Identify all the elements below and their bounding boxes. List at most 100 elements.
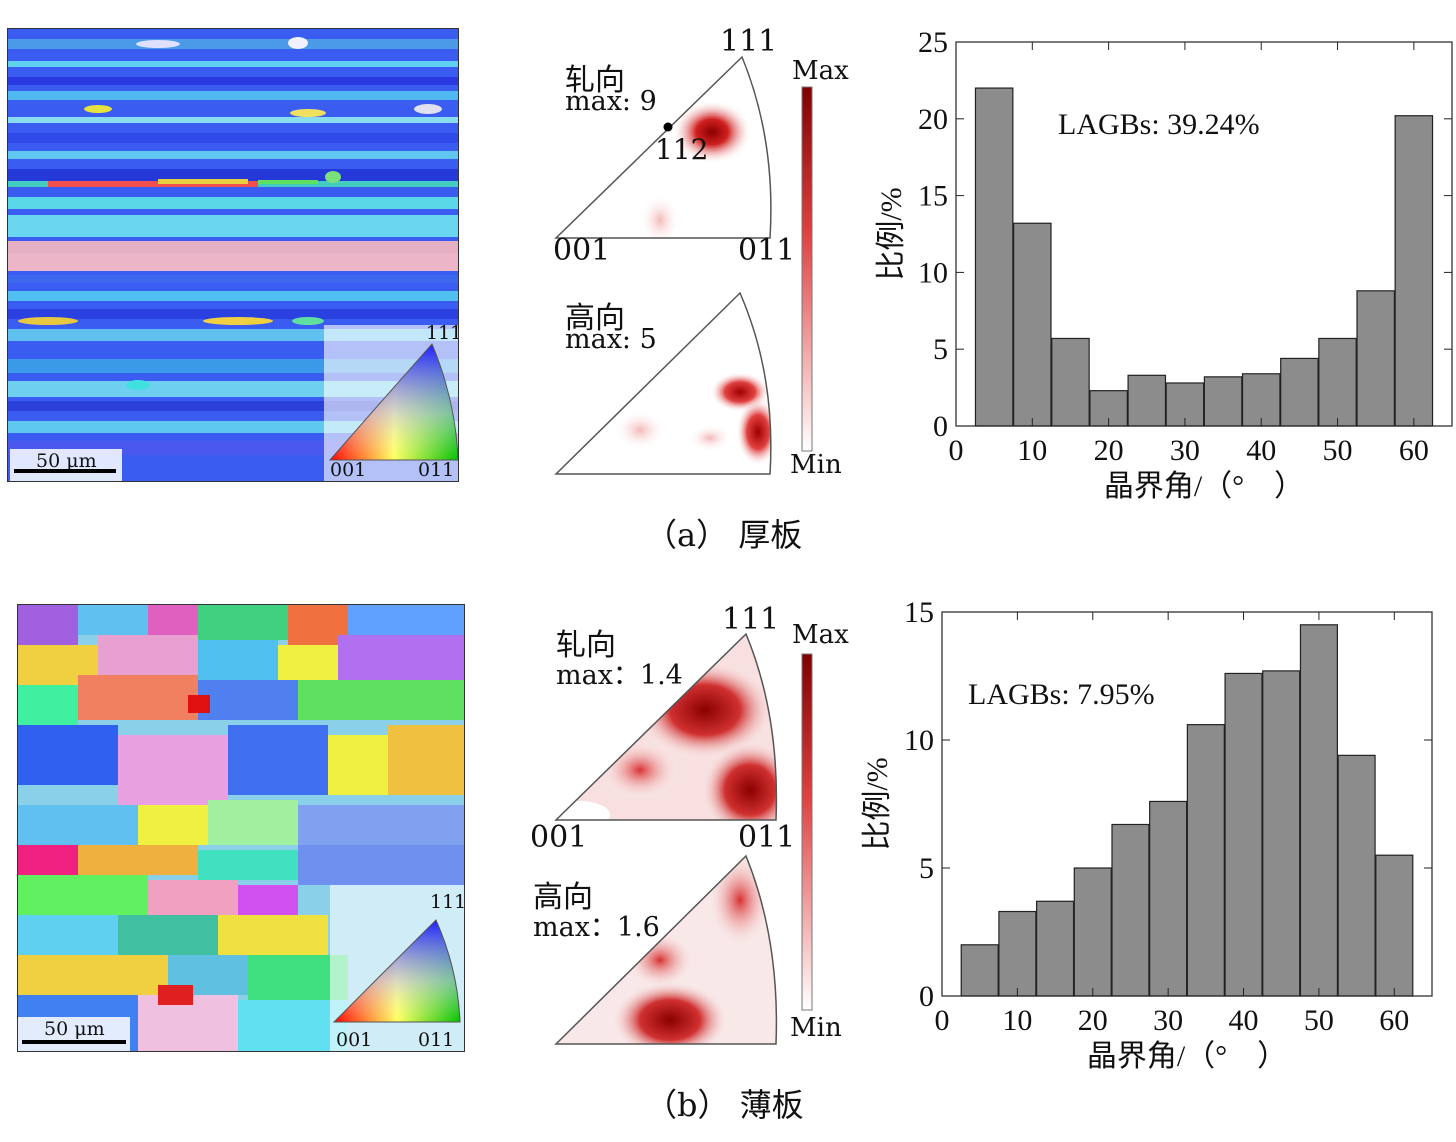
ipf-b-rd-max: max：1.4 <box>556 660 683 691</box>
y-tick-label: 15 <box>904 596 934 629</box>
y-axis-label: 比例/% <box>861 757 894 850</box>
x-tick-label: 10 <box>1002 1004 1032 1037</box>
x-axis-label: 晶界角/（° ） <box>1087 1040 1287 1070</box>
x-tick-label: 20 <box>1078 1004 1108 1037</box>
colorbar-a-min: Min <box>790 450 842 480</box>
scale-bar-label-b: 50 μm <box>44 1018 105 1040</box>
y-tick-label: 5 <box>933 333 948 366</box>
caption-b: （b） 薄板 <box>645 1086 804 1124</box>
ipf-triangle-rd-b <box>554 632 778 821</box>
colorbar-b-max: Max <box>792 620 849 650</box>
y-tick-label: 10 <box>918 256 948 289</box>
misorientation-histogram-thin: 0 10 20 30 40 50 60 0 5 10 15 晶界角/（° ） 比例/% LAGBs: 7.… <box>861 596 1433 1070</box>
key-label-111: 111 <box>426 322 459 344</box>
lagbs-annotation: LAGBs: 7.95% <box>968 678 1155 711</box>
colorbar-b <box>801 653 813 1011</box>
ipf-a-nd-title: 高向 <box>565 301 625 336</box>
x-tick-label: 50 <box>1304 1004 1334 1037</box>
key-label-011-b: 011 <box>418 1029 455 1051</box>
plot-frame <box>941 611 1433 997</box>
y-tick-label: 15 <box>918 180 948 213</box>
histogram-bar <box>1356 290 1395 427</box>
histogram-bar <box>960 944 999 997</box>
histogram-bar <box>1013 222 1052 427</box>
misorientation-histogram-thick: 0 10 20 30 40 50 60 0 5 10 15 20 25 晶界角/（° ） 比例/% LAGBs… <box>875 26 1453 500</box>
ipf-b-nd-title: 高向 <box>533 880 593 915</box>
pole-112-marker <box>663 122 673 132</box>
ipf-a-label-111: 111 <box>720 24 778 59</box>
x-tick-label: 40 <box>1229 1004 1259 1037</box>
ipf-b-nd-max: max：1.6 <box>533 912 660 943</box>
key-label-001: 001 <box>330 459 367 481</box>
ebsd-map-thick-plate: 111 001 011 50 μm <box>7 28 459 482</box>
plot-frame <box>955 41 1453 427</box>
histogram-bar <box>974 87 1014 427</box>
key-label-011: 011 <box>418 459 455 481</box>
y-tick-label: 0 <box>933 410 948 443</box>
y-tick-label: 10 <box>904 724 934 757</box>
x-tick-label: 30 <box>1153 1004 1183 1037</box>
histogram-bar <box>1337 754 1376 997</box>
ebsd-map-thin-plate: 111 001 011 50 μm <box>17 604 465 1052</box>
x-tick-label: 20 <box>1094 434 1124 467</box>
histogram-bar <box>1051 337 1090 427</box>
histogram-bar <box>1299 624 1338 997</box>
x-tick-label: 40 <box>1246 434 1276 467</box>
scale-bar-box-b <box>18 1017 130 1051</box>
x-tick-label: 50 <box>1323 434 1353 467</box>
ipf-b-label-001: 001 <box>530 820 588 855</box>
scale-bar <box>14 469 116 473</box>
ipf-b-rd-title: 轧向 <box>556 628 616 663</box>
x-tick-label: 10 <box>1017 434 1047 467</box>
histogram-bar <box>1073 867 1112 997</box>
ipf-a-nd-max: max: 5 <box>565 324 657 355</box>
x-tick-label: 0 <box>949 434 964 467</box>
colorbar-a <box>801 86 813 452</box>
colorbar-a-max: Max <box>792 56 849 86</box>
ipf-a-rd-title: 轧向 <box>565 63 625 98</box>
ipf-color-key <box>328 343 458 461</box>
ipf-a-label-011: 011 <box>738 233 796 268</box>
ipf-b-label-011: 011 <box>738 820 796 855</box>
histogram-bar <box>1036 900 1075 997</box>
histogram-bar <box>1262 670 1301 997</box>
histogram-bar <box>1149 800 1188 997</box>
x-tick-label: 60 <box>1399 434 1429 467</box>
x-tick-label: 60 <box>1379 1004 1409 1037</box>
ipf-a-label-001: 001 <box>553 233 611 268</box>
key-label-111-b: 111 <box>430 891 465 913</box>
ipf-thick-plate <box>554 55 813 475</box>
x-tick-label: 30 <box>1170 434 1200 467</box>
ipf-triangle-nd-a <box>554 291 772 475</box>
caption-a: （a） 厚板 <box>645 516 803 554</box>
histogram-bar <box>1203 376 1243 427</box>
ipf-triangle-rd-a <box>554 55 772 239</box>
histogram-bar <box>1224 672 1263 997</box>
y-tick-label: 25 <box>918 26 948 59</box>
histogram-bar <box>1241 373 1281 427</box>
histogram-bar <box>1127 374 1167 427</box>
x-tick-label: 0 <box>935 1004 950 1037</box>
histogram-bar <box>1318 337 1357 427</box>
scale-bar-box <box>10 449 122 481</box>
histogram-bar <box>1186 724 1225 997</box>
ipf-a-rd-max: max: 9 <box>565 86 657 117</box>
ipf-color-key-b <box>332 919 461 1023</box>
ipf-triangle-nd-b <box>554 854 778 1045</box>
histogram-bar <box>1375 854 1414 997</box>
ipf-b-label-111: 111 <box>722 602 780 637</box>
histogram-bar <box>1280 357 1319 427</box>
x-axis-label: 晶界角/（° ） <box>1104 470 1304 500</box>
key-label-001-b: 001 <box>336 1029 373 1051</box>
histogram-bar <box>998 910 1037 997</box>
scale-bar-label: 50 μm <box>36 450 97 472</box>
ipf-thin-plate <box>554 632 813 1045</box>
ipf-a-pole-label: 112 <box>655 133 709 166</box>
y-axis-label: 比例/% <box>875 187 908 280</box>
y-tick-label: 0 <box>919 980 934 1013</box>
y-tick-label: 20 <box>918 103 948 136</box>
y-tick-label: 5 <box>919 852 934 885</box>
histogram-bar <box>1111 823 1150 997</box>
colorbar-b-min: Min <box>790 1013 842 1043</box>
scale-bar-b <box>22 1040 126 1044</box>
